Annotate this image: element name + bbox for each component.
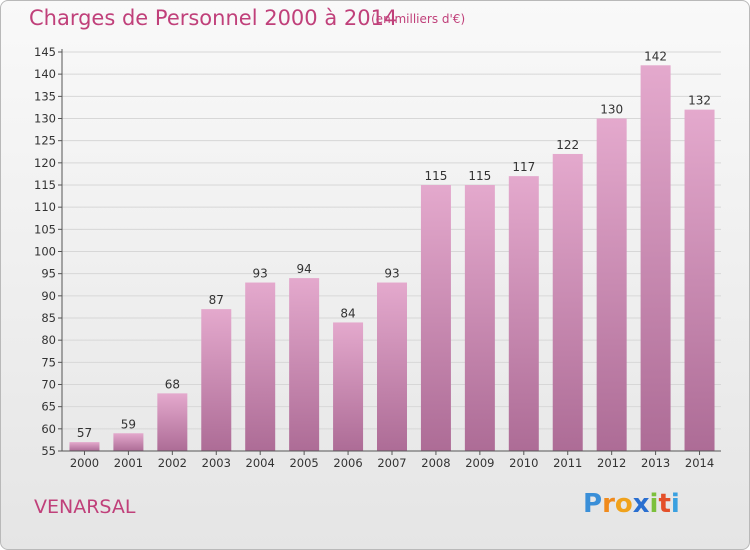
- town-name: VENARSAL: [34, 496, 136, 518]
- x-tick-label: 2011: [553, 456, 582, 470]
- y-tick-label: 120: [34, 156, 56, 170]
- bar-value-label: 115: [468, 169, 491, 183]
- logo-letter: t: [658, 489, 671, 519]
- logo-letter: x: [632, 489, 650, 519]
- x-tick-label: 2005: [289, 456, 318, 470]
- y-tick-label: 135: [34, 89, 56, 103]
- y-tick-label: 90: [41, 289, 56, 303]
- bar-2006: [333, 322, 364, 451]
- bar-value-label: 142: [644, 49, 667, 63]
- y-tick-label: 125: [34, 134, 56, 148]
- bar-2004: [245, 282, 276, 451]
- x-tick-label: 2013: [641, 456, 670, 470]
- y-tick-label: 140: [34, 67, 56, 81]
- chart-subtitle: (en milliers d'€): [371, 12, 466, 26]
- bar-value-label: 93: [384, 267, 399, 281]
- x-tick-label: 2010: [509, 456, 538, 470]
- bar-value-label: 93: [253, 267, 268, 281]
- bar-value-label: 87: [209, 293, 224, 307]
- x-tick-label: 2009: [465, 456, 494, 470]
- bar-value-label: 68: [165, 377, 180, 391]
- x-tick-label: 2000: [70, 456, 99, 470]
- y-tick-label: 130: [34, 112, 56, 126]
- chart-title: Charges de Personnel 2000 à 2014: [29, 6, 398, 30]
- y-tick-label: 75: [41, 355, 56, 369]
- bar-value-label: 117: [512, 160, 535, 174]
- x-tick-label: 2002: [158, 456, 187, 470]
- x-tick-label: 2008: [421, 456, 450, 470]
- bar-2011: [552, 153, 583, 451]
- logo-letter: r: [602, 489, 615, 519]
- x-tick-label: 2014: [685, 456, 714, 470]
- bar-value-label: 122: [556, 138, 579, 152]
- x-tick-label: 2012: [597, 456, 626, 470]
- bar-value-label: 130: [600, 103, 623, 117]
- bar-value-label: 57: [77, 426, 92, 440]
- y-tick-label: 55: [41, 444, 56, 458]
- bar-value-label: 59: [121, 417, 136, 431]
- bar-2013: [640, 65, 671, 452]
- x-tick-label: 2007: [377, 456, 406, 470]
- bar-value-label: 84: [340, 306, 355, 320]
- bar-2007: [377, 282, 407, 451]
- bar-2010: [508, 176, 539, 451]
- bar-value-label: 115: [424, 169, 447, 183]
- logo-letter: o: [614, 489, 633, 519]
- y-tick-label: 100: [34, 245, 56, 259]
- bar-value-label: 132: [688, 94, 711, 108]
- proxiti-logo: Proxiti: [583, 489, 680, 519]
- bar-value-label: 94: [296, 262, 311, 276]
- bar-2012: [596, 118, 627, 451]
- bar-2009: [464, 185, 495, 451]
- x-tick-label: 2003: [202, 456, 231, 470]
- y-tick-label: 110: [34, 200, 56, 214]
- bar-2002: [157, 393, 188, 451]
- y-tick-label: 85: [41, 311, 56, 325]
- y-tick-label: 60: [41, 422, 56, 436]
- y-tick-label: 65: [41, 400, 56, 414]
- x-tick-label: 2006: [333, 456, 362, 470]
- y-tick-label: 80: [41, 333, 56, 347]
- logo-letter: i: [649, 489, 659, 519]
- bar-2001: [113, 433, 144, 451]
- logo-letter: P: [583, 489, 603, 519]
- y-tick-label: 145: [34, 45, 56, 59]
- y-tick-label: 105: [34, 222, 56, 236]
- bar-2005: [289, 278, 320, 451]
- x-tick-label: 2001: [114, 456, 143, 470]
- logo-letter: i: [670, 489, 680, 519]
- x-tick-label: 2004: [246, 456, 275, 470]
- bar-2000: [69, 442, 100, 451]
- y-tick-label: 115: [34, 178, 56, 192]
- bars: [69, 65, 715, 452]
- labels: 55 60 65 70 75 80 85 90 95 100 105 110 115 120 125 130 1…: [34, 45, 714, 470]
- bar-2014: [684, 109, 715, 451]
- axes: [58, 49, 721, 455]
- y-tick-label: 95: [41, 267, 56, 281]
- bar-2003: [201, 309, 232, 451]
- y-tick-label: 70: [41, 378, 56, 392]
- bar-2008: [420, 185, 451, 451]
